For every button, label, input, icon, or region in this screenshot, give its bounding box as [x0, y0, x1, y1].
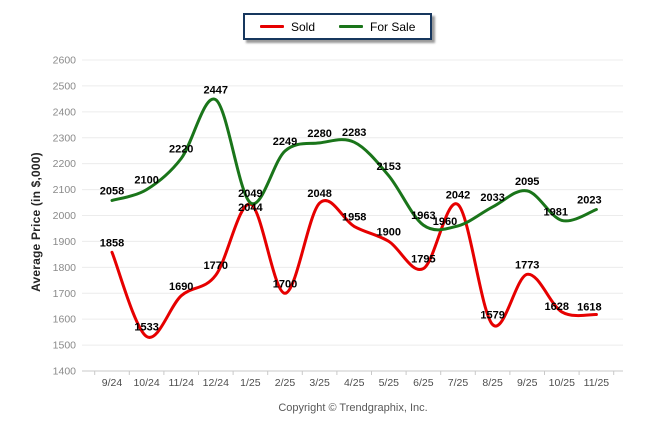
- data-label: 1690: [169, 281, 193, 293]
- data-label: 2447: [204, 85, 228, 97]
- x-tick-label: 9/24: [102, 377, 123, 389]
- data-label: 1858: [100, 237, 124, 249]
- y-tick-label: 1900: [53, 236, 77, 248]
- data-label: 1958: [342, 211, 366, 223]
- legend-label-for-sale: For Sale: [370, 19, 416, 34]
- data-label: 2153: [377, 161, 401, 173]
- legend-label-sold: Sold: [291, 19, 316, 34]
- data-label: 1900: [377, 226, 401, 238]
- x-tick-label: 10/24: [133, 377, 159, 389]
- data-label: 1770: [204, 260, 228, 272]
- x-tick-label: 11/24: [168, 377, 194, 389]
- y-tick-label: 1500: [53, 340, 77, 352]
- y-tick-label: 1600: [53, 314, 77, 326]
- copyright-text: Copyright © Trendgraphix, Inc.: [278, 402, 428, 414]
- data-label: 2042: [446, 190, 470, 202]
- x-tick-label: 12/24: [203, 377, 229, 389]
- data-label: 2049: [238, 188, 262, 200]
- data-label: 2249: [273, 136, 297, 148]
- x-tick-label: 11/25: [584, 377, 610, 389]
- data-label: 1960: [433, 216, 457, 228]
- legend-item-sold: Sold: [260, 20, 315, 34]
- data-label: 2100: [134, 175, 158, 187]
- data-label: 2095: [515, 176, 539, 188]
- data-label: 1981: [544, 206, 568, 218]
- data-label: 1628: [545, 301, 569, 313]
- data-label: 2048: [307, 188, 331, 200]
- data-label: 2283: [342, 127, 366, 139]
- y-tick-label: 1800: [53, 262, 77, 274]
- x-tick-label: 2/25: [275, 377, 296, 389]
- data-label: 1533: [134, 322, 158, 334]
- data-label: 1963: [411, 210, 435, 222]
- x-tick-label: 1/25: [240, 377, 261, 389]
- data-label: 2220: [169, 143, 193, 155]
- x-tick-label: 6/25: [413, 377, 434, 389]
- sold-line-swatch: [260, 25, 284, 28]
- for-sale-line-swatch: [339, 25, 364, 28]
- y-tick-label: 2300: [53, 132, 77, 144]
- y-tick-label: 2100: [53, 184, 77, 196]
- data-label: 1579: [480, 310, 504, 322]
- data-label: 2058: [100, 185, 124, 197]
- data-label: 1700: [273, 278, 297, 290]
- y-tick-label: 2600: [53, 55, 77, 67]
- y-tick-label: 2400: [53, 106, 77, 118]
- x-tick-label: 5/25: [379, 377, 400, 389]
- data-label: 2033: [480, 192, 504, 204]
- data-label: 2280: [307, 128, 331, 140]
- legend: Sold For Sale: [243, 13, 433, 40]
- x-tick-label: 8/25: [482, 377, 503, 389]
- x-tick-label: 3/25: [309, 377, 330, 389]
- for-sale-line: [110, 97, 598, 232]
- data-label: 2023: [577, 195, 601, 207]
- x-tick-label: 9/25: [517, 377, 538, 389]
- y-tick-label: 1400: [53, 366, 77, 378]
- x-tick-label: 4/25: [344, 377, 365, 389]
- y-tick-label: 2200: [53, 158, 77, 170]
- data-label: 1773: [515, 259, 539, 271]
- y-tick-label: 2000: [53, 210, 77, 222]
- y-tick-label: 2500: [53, 80, 77, 92]
- data-label: 1795: [411, 254, 435, 266]
- data-label: 2044: [238, 202, 263, 214]
- data-label: 1618: [577, 302, 601, 314]
- y-tick-label: 1700: [53, 288, 77, 300]
- legend-item-for-sale: For Sale: [339, 20, 415, 34]
- sold-line: [110, 199, 598, 339]
- x-tick-label: 10/25: [549, 377, 575, 389]
- x-tick-label: 7/25: [448, 377, 469, 389]
